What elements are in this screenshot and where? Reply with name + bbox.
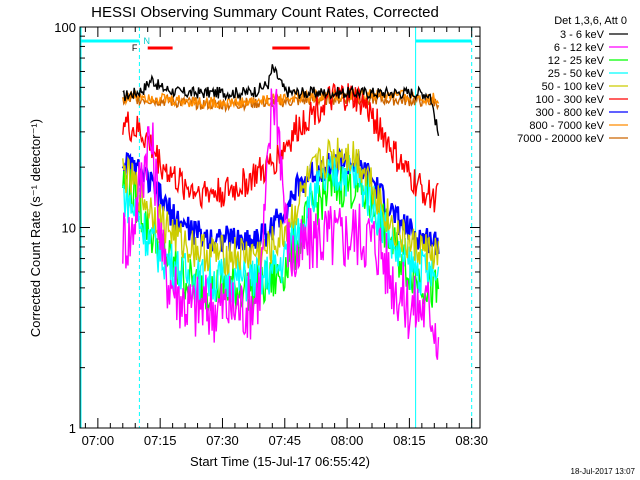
x-tick-label: 08:30 — [455, 433, 488, 448]
flag-n-label: N — [144, 36, 151, 46]
y-tick-label: 10 — [62, 221, 76, 236]
flag-f-label: F — [132, 43, 138, 53]
x-tick-label: 08:00 — [331, 433, 364, 448]
x-axis-label: Start Time (15-Jul-17 06:55:42) — [190, 454, 370, 469]
legend-label: 6 - 12 keV — [554, 42, 605, 54]
legend-label: 3 - 6 keV — [560, 29, 605, 41]
legend-label: 25 - 50 keV — [548, 68, 605, 80]
timestamp: 18-Jul-2017 13:07 — [571, 467, 636, 476]
plot-area: FN — [80, 27, 473, 428]
legend-title: Det 1,3,6, Att 0 — [554, 15, 627, 27]
legend-label: 300 - 800 keV — [536, 107, 605, 119]
y-axis-label: Corrected Count Rate (s⁻¹ detector⁻¹) — [28, 119, 43, 337]
legend-label: 50 - 100 keV — [542, 81, 605, 93]
series-3-6-kev-line — [122, 64, 440, 137]
x-tick-label: 07:45 — [269, 433, 302, 448]
y-axis: 1 10 100 — [54, 20, 480, 436]
x-tick-label: 07:30 — [206, 433, 239, 448]
chart-title: HESSI Observing Summary Count Rates, Cor… — [91, 4, 439, 21]
x-tick-label: 07:00 — [82, 433, 115, 448]
x-tick-label: 07:15 — [144, 433, 177, 448]
legend-label: 7000 - 20000 keV — [517, 133, 605, 145]
legend-label: 100 - 300 keV — [536, 94, 605, 106]
x-tick-label: 08:15 — [393, 433, 426, 448]
series-800-7000-kev-line — [122, 87, 440, 111]
y-tick-label: 1 — [69, 421, 76, 436]
legend-label: 12 - 25 keV — [548, 55, 605, 67]
y-tick-label: 100 — [54, 20, 76, 35]
series-50-100-kev-line — [122, 137, 440, 278]
legend-label: 800 - 7000 keV — [529, 120, 604, 132]
series-6-12-kev-line — [122, 88, 440, 360]
x-axis: 07:00 07:15 07:30 07:45 08:00 08:15 08:30 — [82, 27, 488, 448]
